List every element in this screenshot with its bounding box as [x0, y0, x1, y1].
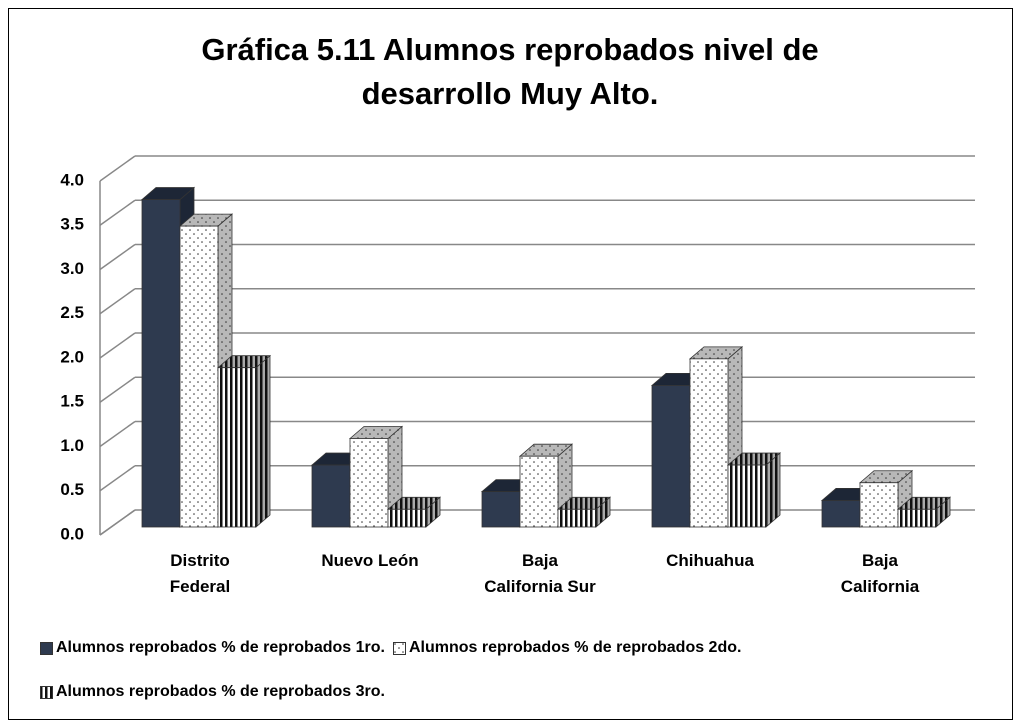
bar-front [727, 464, 767, 528]
bar-front [311, 464, 351, 528]
chart-title: Gráfica 5.11 Alumnos reprobados nivel de… [201, 32, 819, 111]
x-tick-label: Baja California [840, 551, 920, 596]
grid-line [99, 199, 975, 226]
bar [896, 496, 952, 528]
legend-swatch-box [392, 641, 406, 655]
grid-line-side [99, 376, 136, 403]
bar-front [821, 500, 861, 528]
y-tick-label: 1.5 [60, 392, 84, 411]
y-tick-label: 3.0 [60, 259, 84, 278]
bar-side [765, 452, 781, 528]
legend-item: Alumnos reprobados % de reprobados 1ro. [40, 638, 385, 658]
legend-label: Alumnos reprobados % de reprobados 1ro. [56, 639, 385, 656]
bar-front [859, 482, 899, 528]
grid-line-side [99, 288, 136, 315]
grid-line-side [99, 420, 136, 448]
bar [556, 496, 612, 528]
grid-line [99, 155, 975, 182]
bar-front [557, 508, 597, 528]
y-tick-label: 3.5 [60, 215, 84, 234]
grid-line-side [99, 509, 136, 536]
chart-frame [8, 8, 1013, 720]
legend-swatch [392, 641, 406, 655]
bar-front [689, 358, 729, 528]
grid-line [99, 376, 975, 403]
bar-front [481, 491, 521, 528]
y-tick-label: 0.0 [60, 524, 84, 543]
legend-item: Alumnos reprobados % de reprobados 2do. [392, 638, 742, 658]
bar [858, 469, 914, 528]
y-tick-label: 2.5 [60, 303, 84, 322]
bar-front [387, 508, 427, 528]
legend-swatch [40, 685, 53, 699]
y-tick-label: 1.0 [60, 436, 84, 455]
bar [348, 425, 404, 528]
y-tick-label: 4.0 [60, 170, 84, 189]
x-tick-label: Chihuahua [666, 551, 754, 570]
bar-front [349, 438, 389, 528]
x-tick-label: Nuevo León [321, 551, 419, 570]
grid-line-side [99, 332, 136, 359]
legend-label: Alumnos reprobados % de reprobados 3ro. [56, 683, 385, 700]
bar-front [651, 384, 691, 528]
bar-front [141, 199, 181, 528]
grid-line-side [99, 465, 136, 492]
bar [386, 496, 442, 528]
x-tick-label: Baja California Sur [484, 551, 596, 596]
grid-line [99, 243, 975, 271]
legend-swatch-box [40, 641, 53, 655]
bar [726, 452, 782, 528]
bar-front [217, 367, 257, 528]
grid-line [99, 332, 975, 359]
grid-line-side [99, 199, 136, 226]
legend-item: Alumnos reprobados % de reprobados 3ro. [40, 682, 385, 702]
grid-line [99, 420, 975, 448]
y-tick-label: 0.5 [60, 480, 84, 499]
y-tick-label: 2.0 [60, 347, 84, 366]
bar-front [519, 455, 559, 528]
grid-line-side [99, 155, 136, 182]
legend-swatch [40, 641, 53, 655]
bar-front [179, 225, 219, 528]
bar [216, 354, 272, 528]
legend-label: Alumnos reprobados % de reprobados 2do. [408, 639, 742, 656]
grid-line-side [99, 243, 136, 271]
grid-line [99, 288, 975, 315]
x-tick-label: Distrito Federal [169, 551, 231, 596]
bar-front [897, 508, 937, 528]
legend-swatch-box [40, 685, 53, 699]
bar-side [255, 354, 271, 528]
legend: Alumnos reprobados % de reprobados 1ro. A… [40, 638, 1000, 702]
